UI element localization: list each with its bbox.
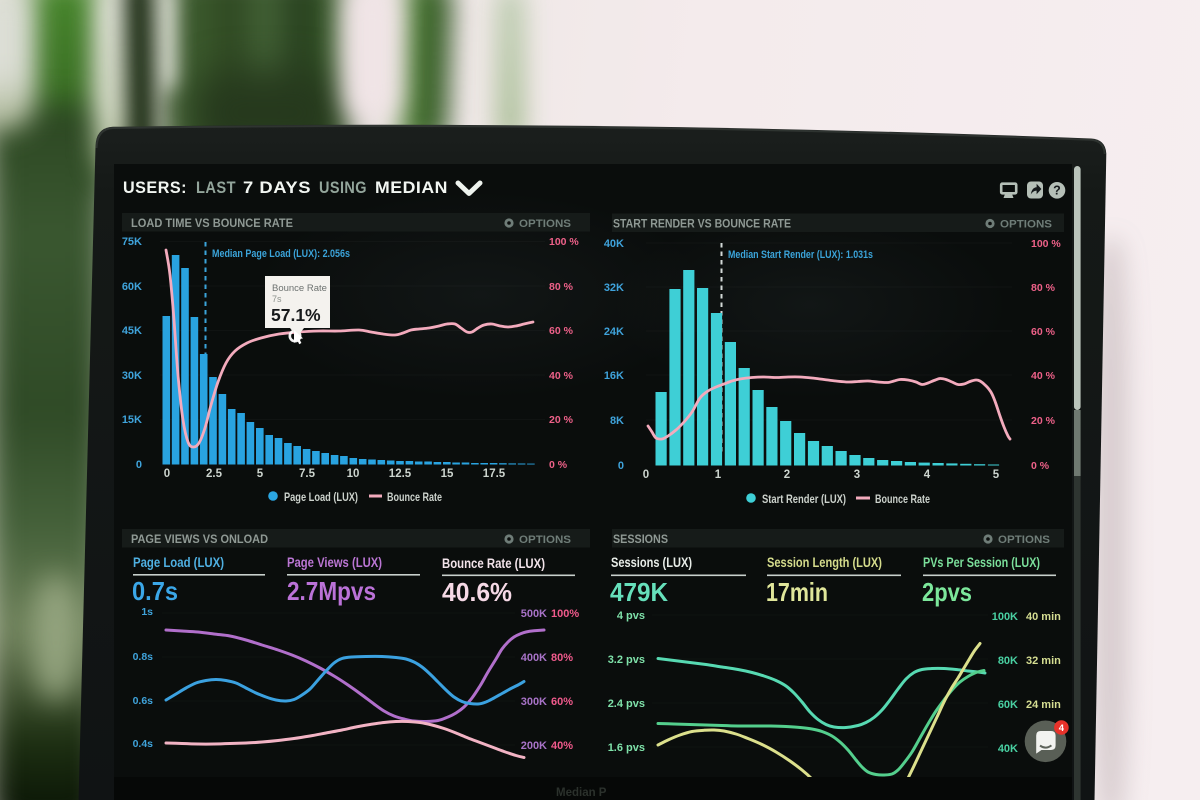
svg-text:START RENDER VS BOUNCE RATE: START RENDER VS BOUNCE RATE (613, 217, 791, 231)
svg-text:40%: 40% (551, 740, 573, 752)
svg-text:3: 3 (854, 469, 860, 481)
svg-text:15: 15 (441, 468, 454, 480)
svg-text:5: 5 (257, 468, 264, 480)
svg-text:60K: 60K (122, 281, 142, 293)
svg-text:Bounce Rate: Bounce Rate (272, 283, 327, 294)
svg-text:0: 0 (164, 468, 170, 480)
svg-text:17.5: 17.5 (483, 468, 506, 480)
svg-text:60 %: 60 % (549, 325, 574, 337)
svg-text:LOAD TIME VS BOUNCE RATE: LOAD TIME VS BOUNCE RATE (131, 216, 293, 230)
svg-text:24 min: 24 min (1026, 699, 1061, 711)
svg-text:0: 0 (643, 469, 649, 481)
svg-text:USERS:: USERS: (123, 179, 187, 197)
svg-text:0.6s: 0.6s (133, 695, 154, 707)
svg-text:OPTIONS: OPTIONS (1000, 219, 1052, 231)
svg-text:Page Load (LUX): Page Load (LUX) (284, 492, 358, 504)
svg-text:8K: 8K (610, 415, 624, 427)
svg-text:100 %: 100 % (1031, 238, 1061, 250)
svg-text:80K: 80K (998, 655, 1018, 667)
svg-text:12.5: 12.5 (389, 468, 412, 480)
svg-text:60K: 60K (998, 699, 1018, 711)
svg-text:1s: 1s (141, 606, 153, 618)
svg-text:4: 4 (1059, 723, 1065, 734)
svg-text:0 %: 0 % (1031, 460, 1050, 472)
svg-text:30K: 30K (122, 370, 142, 382)
svg-text:?: ? (1053, 184, 1061, 198)
svg-text:7 DAYS: 7 DAYS (243, 179, 311, 197)
svg-text:2.5: 2.5 (206, 468, 223, 480)
svg-text:40.6%: 40.6% (442, 577, 512, 607)
svg-text:32 min: 32 min (1026, 655, 1061, 667)
svg-text:0: 0 (136, 459, 142, 471)
svg-text:479K: 479K (610, 577, 668, 607)
svg-text:40K: 40K (604, 238, 624, 250)
svg-text:OPTIONS: OPTIONS (519, 534, 571, 546)
svg-text:40K: 40K (998, 743, 1018, 755)
svg-text:4 pvs: 4 pvs (617, 610, 645, 622)
svg-text:100K: 100K (992, 611, 1018, 623)
svg-text:100%: 100% (551, 608, 579, 620)
svg-text:10: 10 (347, 468, 360, 480)
svg-text:40 min: 40 min (1026, 611, 1061, 623)
svg-text:PVs Per Session (LUX): PVs Per Session (LUX) (923, 555, 1040, 570)
svg-text:500K: 500K (521, 608, 547, 620)
svg-text:2pvs: 2pvs (922, 577, 972, 607)
svg-text:LAST: LAST (196, 179, 236, 197)
svg-text:Median Start Render (LUX): 1.0: Median Start Render (LUX): 1.031s (728, 249, 873, 261)
svg-text:7.5: 7.5 (299, 468, 316, 480)
svg-text:USING: USING (319, 179, 367, 197)
svg-text:40 %: 40 % (549, 370, 574, 382)
svg-text:0.8s: 0.8s (133, 651, 154, 663)
svg-text:OPTIONS: OPTIONS (519, 218, 571, 230)
svg-text:2.4 pvs: 2.4 pvs (608, 698, 645, 710)
svg-text:Page Load (LUX): Page Load (LUX) (133, 555, 224, 570)
svg-text:60%: 60% (551, 696, 573, 708)
svg-text:Bounce Rate: Bounce Rate (875, 494, 930, 506)
svg-text:40 %: 40 % (1031, 370, 1056, 382)
svg-text:32K: 32K (604, 282, 624, 294)
svg-text:PAGE VIEWS VS ONLOAD: PAGE VIEWS VS ONLOAD (131, 532, 268, 546)
svg-text:20 %: 20 % (1031, 415, 1056, 427)
svg-text:80 %: 80 % (1031, 282, 1056, 294)
svg-text:17min: 17min (766, 577, 828, 607)
svg-text:0: 0 (618, 460, 624, 472)
svg-text:Sessions (LUX): Sessions (LUX) (611, 555, 692, 570)
svg-text:3.2 pvs: 3.2 pvs (608, 654, 645, 666)
svg-text:200K: 200K (521, 740, 547, 752)
svg-text:0.4s: 0.4s (133, 738, 154, 750)
svg-text:45K: 45K (122, 325, 142, 337)
svg-text:80 %: 80 % (549, 281, 574, 293)
svg-text:MEDIAN: MEDIAN (375, 179, 448, 197)
svg-text:Session Length (LUX): Session Length (LUX) (767, 555, 882, 570)
svg-text:80%: 80% (551, 652, 573, 664)
svg-text:Median P: Median P (556, 787, 607, 799)
svg-text:Start Render (LUX): Start Render (LUX) (762, 494, 846, 506)
svg-text:OPTIONS: OPTIONS (998, 534, 1050, 546)
svg-text:2.7Mpvs: 2.7Mpvs (287, 576, 376, 606)
svg-text:4: 4 (924, 469, 931, 481)
svg-text:300K: 300K (521, 696, 547, 708)
svg-text:0 %: 0 % (549, 459, 568, 471)
svg-text:16K: 16K (604, 370, 624, 382)
svg-text:75K: 75K (122, 236, 142, 248)
svg-text:1: 1 (715, 469, 722, 481)
svg-text:Page Views (LUX): Page Views (LUX) (287, 555, 382, 570)
svg-text:20 %: 20 % (549, 414, 574, 426)
svg-text:24K: 24K (604, 326, 624, 338)
svg-text:5: 5 (993, 469, 1000, 481)
svg-text:15K: 15K (122, 414, 142, 426)
svg-text:100 %: 100 % (549, 236, 579, 248)
svg-text:7s: 7s (272, 294, 282, 304)
svg-text:0.7s: 0.7s (132, 576, 178, 606)
svg-text:57.1%: 57.1% (271, 305, 321, 325)
svg-text:2: 2 (784, 469, 790, 481)
svg-text:Median Page Load (LUX): 2.056s: Median Page Load (LUX): 2.056s (212, 248, 350, 260)
svg-text:400K: 400K (521, 652, 547, 664)
svg-text:SESSIONS: SESSIONS (613, 532, 668, 546)
svg-text:Bounce Rate (LUX): Bounce Rate (LUX) (442, 556, 545, 571)
svg-text:60 %: 60 % (1031, 326, 1056, 338)
svg-text:1.6 pvs: 1.6 pvs (608, 742, 645, 754)
svg-text:Bounce Rate: Bounce Rate (387, 492, 442, 504)
